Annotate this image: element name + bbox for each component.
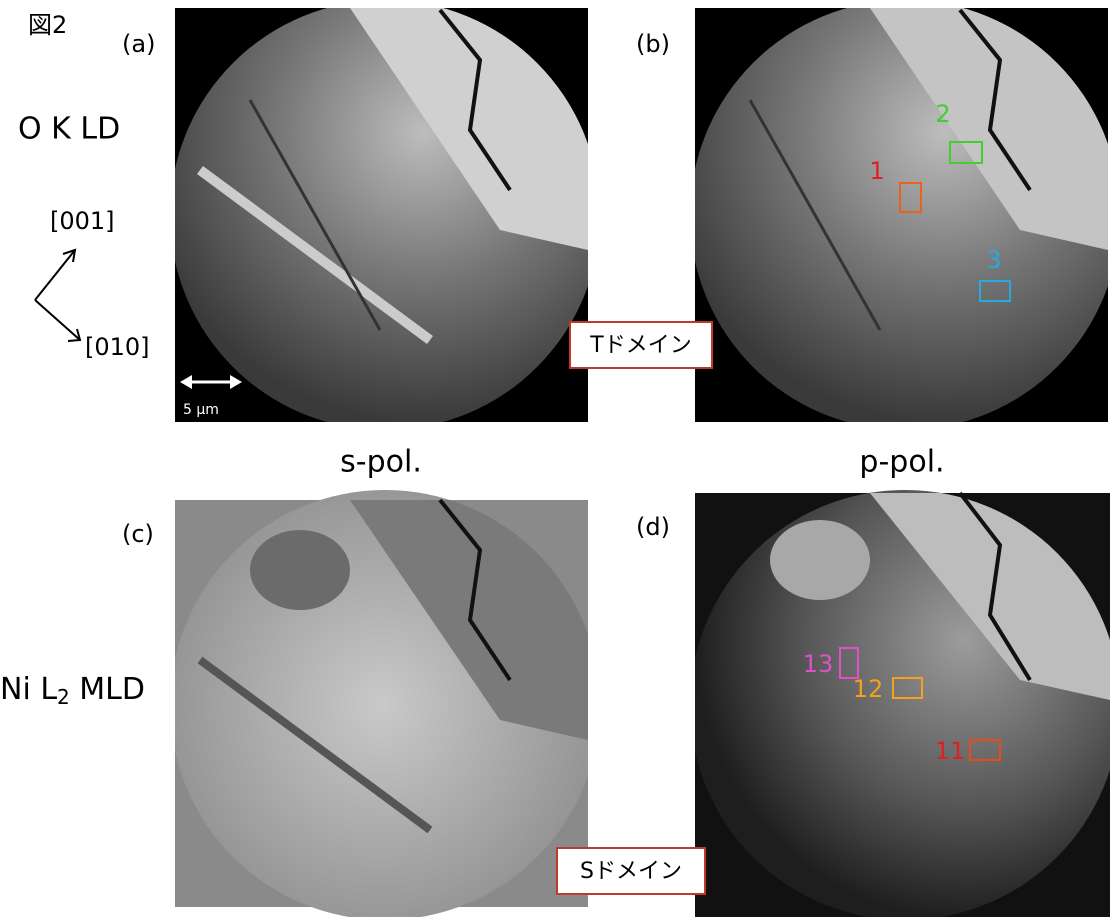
image-c <box>175 490 588 917</box>
scale-label: 5 µm <box>183 402 219 418</box>
image-d <box>695 490 1110 917</box>
row-label: O K LD <box>18 112 120 147</box>
region-label: 13 <box>803 650 834 678</box>
region-label: 1 <box>869 157 884 185</box>
panel-label: (d) <box>636 513 670 541</box>
region-label: 11 <box>935 737 966 765</box>
image-b <box>695 8 1108 422</box>
panel-label: (c) <box>122 520 154 548</box>
panel-label: (a) <box>122 30 155 58</box>
axis-label: [001] <box>50 207 115 235</box>
domain-label: Tドメイン <box>589 333 691 358</box>
region-label: 12 <box>853 675 884 703</box>
column-label: s-pol. <box>340 445 422 480</box>
axis-arrows <box>35 250 80 341</box>
region-label: 2 <box>935 100 950 128</box>
figure: 図2 (a) (b) (c) (d) O K LD Ni L2 MLD [001… <box>0 0 1113 917</box>
figure-label: 図2 <box>28 11 67 39</box>
region-label: 3 <box>986 246 1001 274</box>
image-a <box>175 8 588 422</box>
axis-label: [010] <box>85 333 150 361</box>
panel-label: (b) <box>636 30 670 58</box>
domain-label: Sドメイン <box>580 859 682 884</box>
column-label: p-pol. <box>859 445 944 480</box>
row-label: Ni L2 MLD <box>0 672 145 709</box>
